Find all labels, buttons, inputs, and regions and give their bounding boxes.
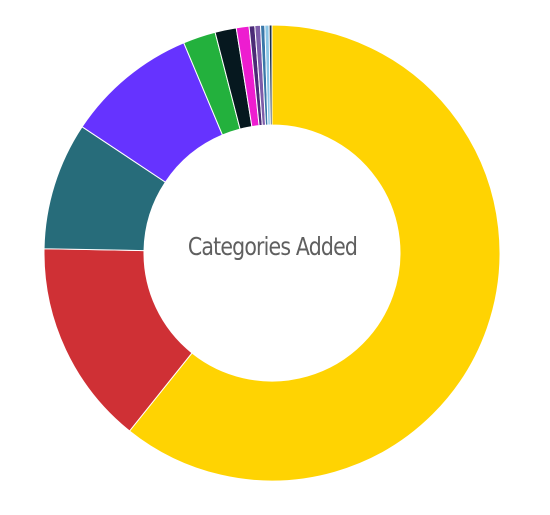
donut-slice-1[interactable]: [128, 24, 501, 482]
donut-slices: [43, 24, 501, 482]
chart-center-title: Categories Added: [187, 232, 358, 261]
donut-slice-12[interactable]: [268, 24, 273, 126]
